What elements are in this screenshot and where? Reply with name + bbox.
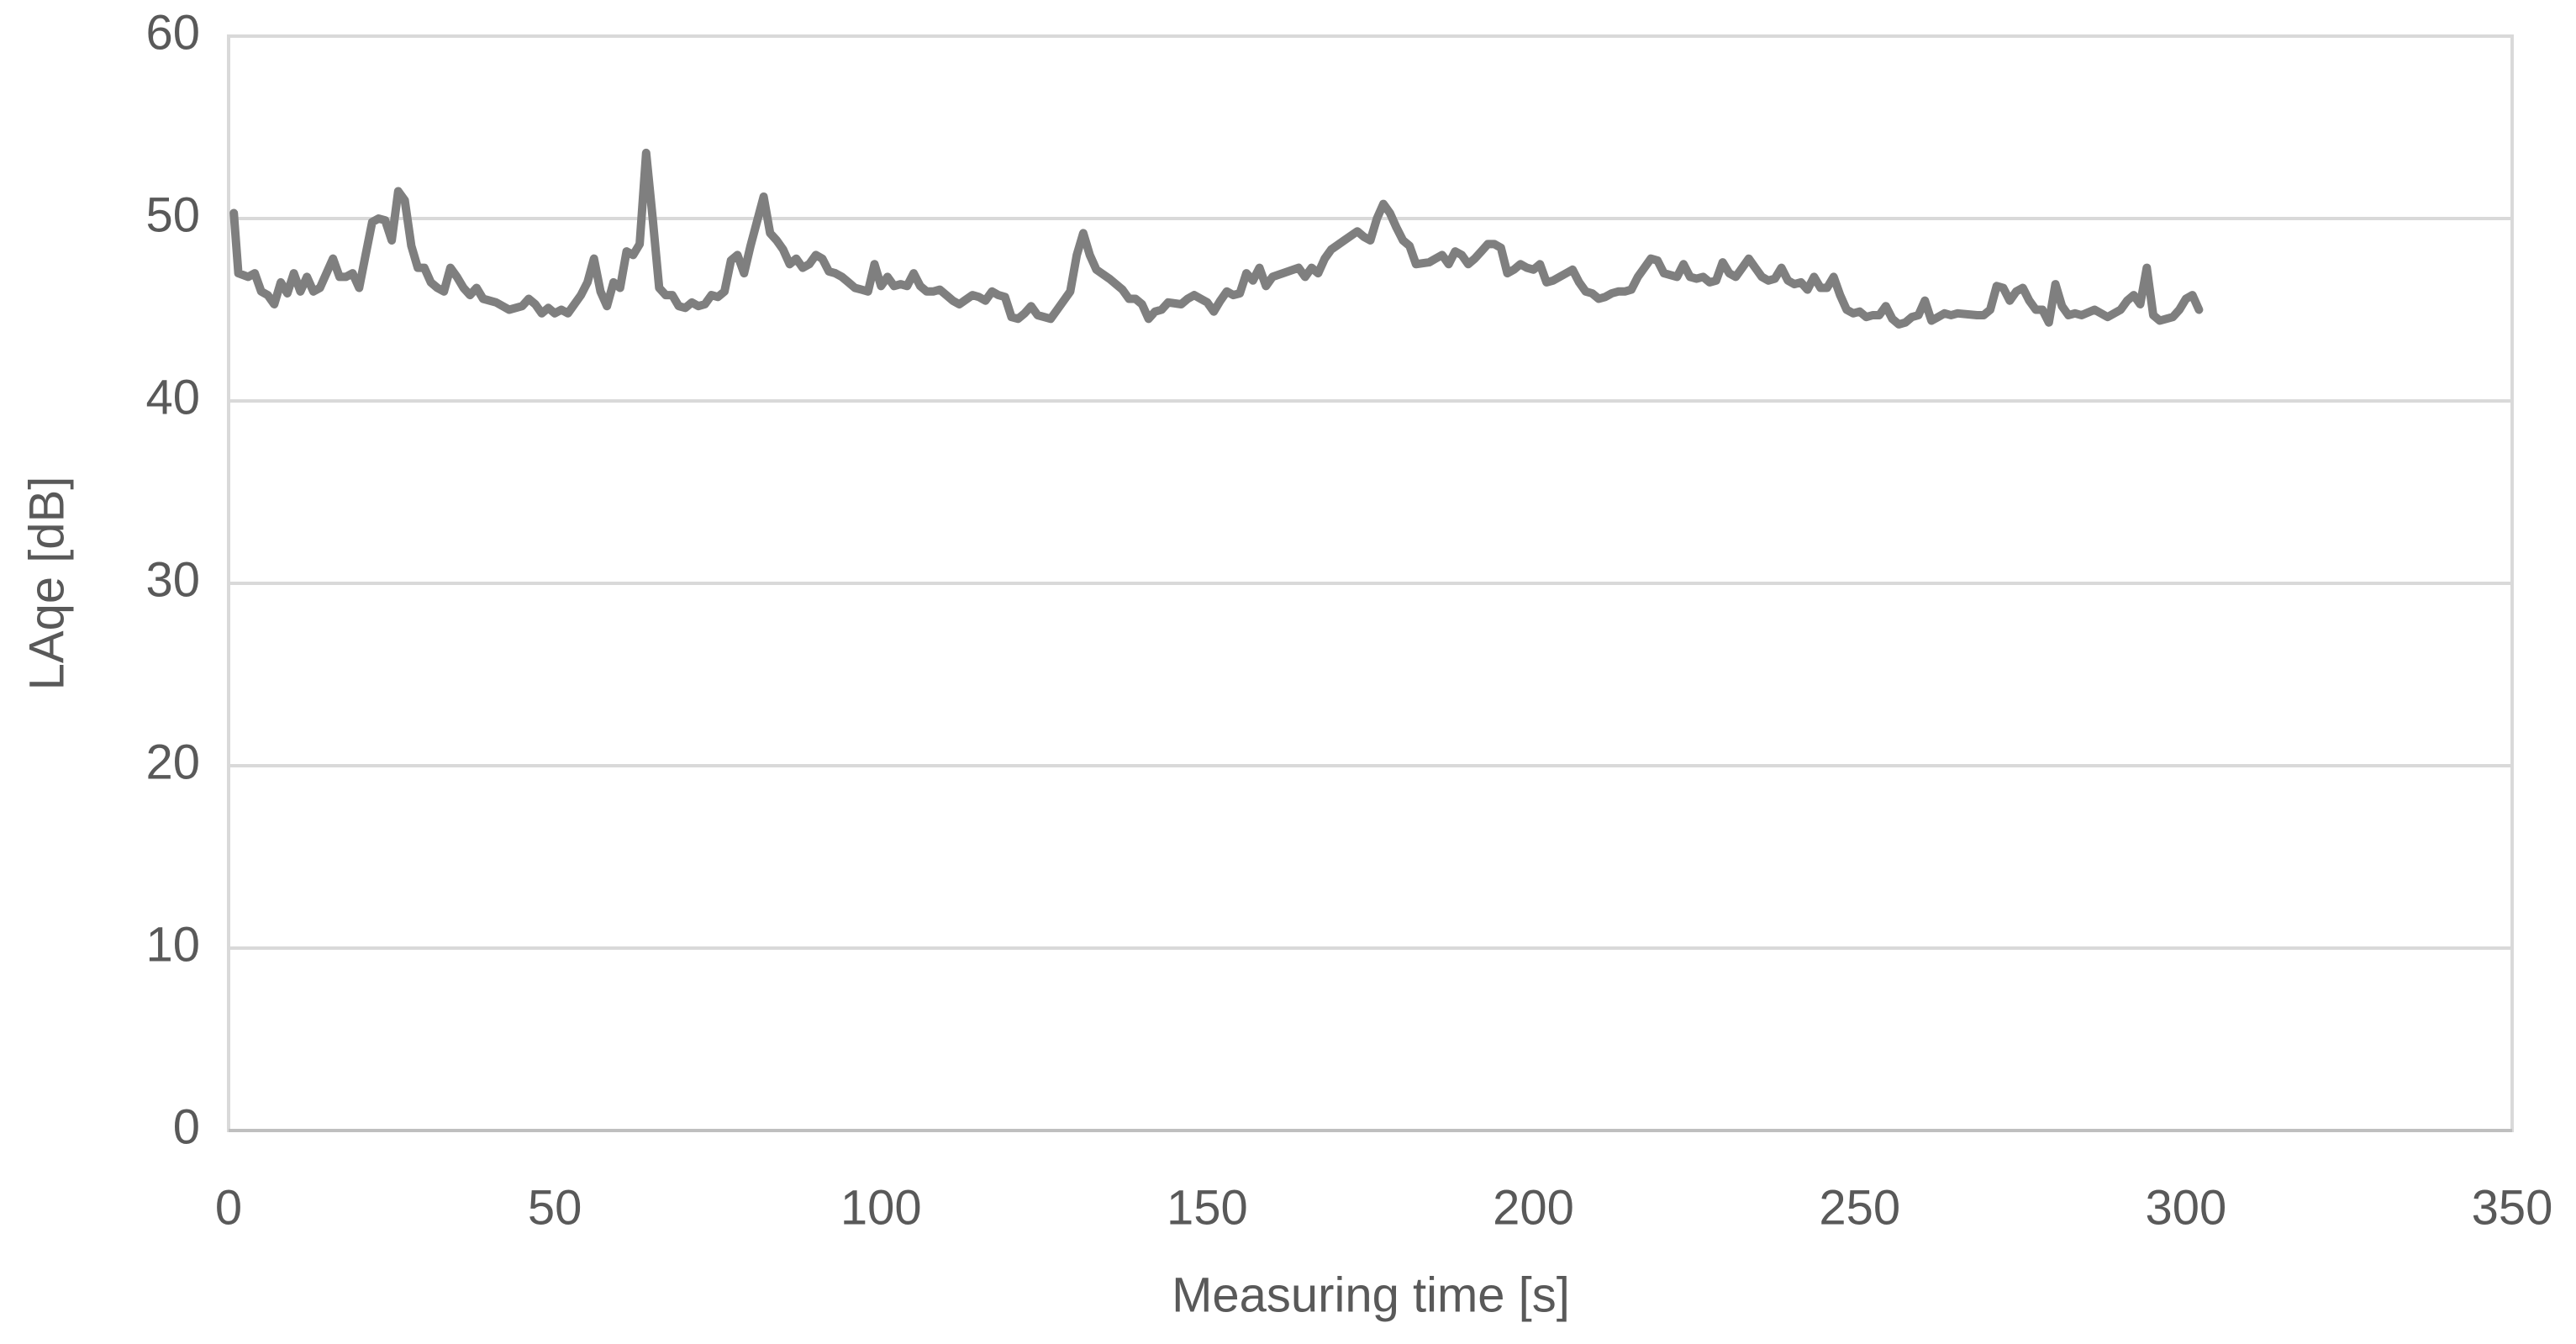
x-tick-label: 100 <box>840 1180 922 1235</box>
y-tick-label: 60 <box>145 5 200 60</box>
y-tick-label: 40 <box>145 370 200 424</box>
data-line <box>229 148 2204 329</box>
y-tick-label: 20 <box>145 735 200 789</box>
x-tick-label: 200 <box>1493 1180 1574 1235</box>
y-axis-label: LAqe [dB] <box>19 477 74 691</box>
x-tick-label: 250 <box>1819 1180 1900 1235</box>
x-tick-label: 300 <box>2145 1180 2226 1235</box>
y-tick-label: 50 <box>145 187 200 242</box>
x-tick-label: 150 <box>1167 1180 1248 1235</box>
y-tick-label: 10 <box>145 917 200 972</box>
x-tick-label: 0 <box>215 1180 242 1235</box>
x-tick-label: 350 <box>2472 1180 2553 1235</box>
y-tick-label: 30 <box>145 552 200 607</box>
x-axis-label: Measuring time [s] <box>1172 1268 1570 1322</box>
y-tick-label: 0 <box>173 1099 200 1154</box>
x-tick-label: 50 <box>528 1180 582 1235</box>
